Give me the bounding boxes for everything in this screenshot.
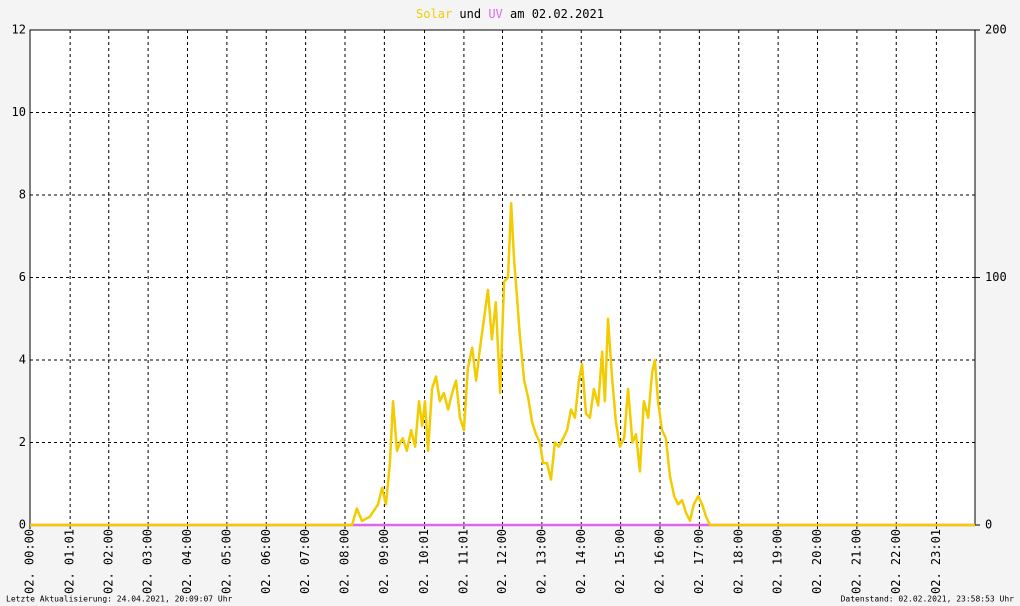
title-text: am 02.02.2021	[510, 7, 604, 21]
title-series: UV	[488, 7, 502, 21]
x-tick-label: 02. 02:00	[101, 529, 115, 594]
x-tick-label: 02. 17:00	[692, 529, 706, 594]
y-tick-label: 8	[19, 188, 26, 202]
x-tick-label: 02. 15:00	[613, 529, 627, 594]
chart-title: Solar und UV am 02.02.2021	[416, 7, 604, 21]
x-tick-label: 02. 12:00	[495, 529, 509, 594]
x-tick-label: 02. 04:00	[180, 529, 194, 594]
x-tick-label: 02. 07:00	[298, 529, 312, 594]
y-tick-label: 0	[19, 518, 26, 532]
x-tick-label: 02. 21:00	[849, 529, 863, 594]
footer-right: Datenstand: 02.02.2021, 23:58:53 Uhr	[841, 595, 1015, 604]
y2-tick-label: 100	[985, 270, 1007, 284]
x-tick-label: 02. 01:01	[63, 529, 77, 594]
title-text: und	[459, 7, 481, 21]
x-tick-label: 02. 00:00	[23, 529, 37, 594]
x-tick-label: 02. 13:00	[534, 529, 548, 594]
x-tick-label: 02. 09:00	[377, 529, 391, 594]
x-tick-label: 02. 23:01	[929, 529, 943, 594]
footer-left: Letzte Aktualisierung: 24.04.2021, 20:09…	[6, 595, 233, 604]
y-tick-label: 4	[19, 353, 26, 367]
x-tick-label: 02. 19:00	[771, 529, 785, 594]
x-tick-label: 02. 06:00	[259, 529, 273, 594]
x-tick-label: 02. 10:01	[417, 529, 431, 594]
x-tick-label: 02. 03:00	[141, 529, 155, 594]
x-tick-label: 02. 08:00	[338, 529, 352, 594]
x-tick-label: 02. 11:01	[456, 529, 470, 594]
x-tick-label: 02. 16:00	[653, 529, 667, 594]
x-tick-label: 02. 14:00	[574, 529, 588, 594]
x-tick-label: 02. 20:00	[810, 529, 824, 594]
series-line	[30, 202, 975, 527]
y-tick-label: 12	[12, 23, 26, 37]
x-tick-label: 02. 22:00	[889, 529, 903, 594]
x-tick-label: 02. 18:00	[731, 529, 745, 594]
title-series: Solar	[416, 7, 452, 21]
y-tick-label: 2	[19, 435, 26, 449]
y2-tick-label: 0	[985, 518, 992, 532]
y2-tick-label: 200	[985, 23, 1007, 37]
x-tick-label: 02. 05:00	[219, 529, 233, 594]
y-tick-label: 6	[19, 270, 26, 284]
y-tick-label: 10	[12, 105, 26, 119]
